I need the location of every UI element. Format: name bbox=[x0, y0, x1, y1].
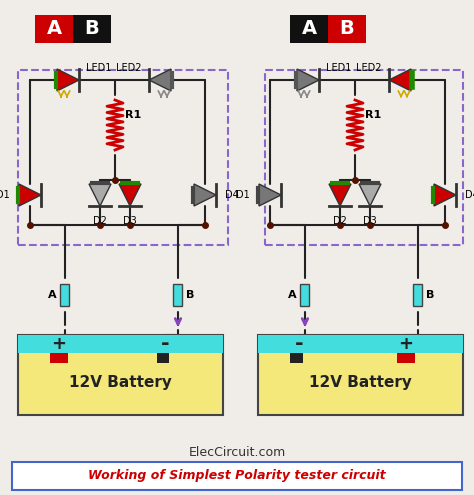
Text: A: A bbox=[301, 19, 317, 39]
Text: D2: D2 bbox=[93, 216, 107, 226]
Bar bbox=[397, 352, 415, 363]
Polygon shape bbox=[297, 69, 319, 91]
Polygon shape bbox=[57, 69, 79, 91]
Text: 12V Battery: 12V Battery bbox=[69, 376, 172, 391]
Text: ElecCircuit.com: ElecCircuit.com bbox=[188, 446, 286, 458]
Bar bbox=[18, 335, 223, 352]
Bar bbox=[290, 15, 328, 43]
Text: -: - bbox=[161, 334, 170, 354]
Text: -: - bbox=[295, 334, 303, 354]
Text: D1: D1 bbox=[236, 190, 250, 200]
Text: D1: D1 bbox=[0, 190, 10, 200]
Bar bbox=[258, 335, 463, 352]
Text: LED2: LED2 bbox=[117, 63, 142, 73]
Bar bbox=[301, 284, 310, 306]
Bar bbox=[413, 284, 422, 306]
Text: B: B bbox=[186, 290, 194, 300]
Bar bbox=[328, 15, 366, 43]
Text: A: A bbox=[46, 19, 62, 39]
Bar bbox=[35, 15, 73, 43]
Bar bbox=[156, 352, 169, 363]
Polygon shape bbox=[434, 184, 456, 206]
Text: B: B bbox=[85, 19, 100, 39]
Text: D3: D3 bbox=[363, 216, 377, 226]
Polygon shape bbox=[259, 184, 281, 206]
Bar bbox=[61, 284, 70, 306]
Bar bbox=[12, 462, 462, 490]
Bar bbox=[18, 335, 223, 415]
Text: LED1: LED1 bbox=[86, 63, 111, 73]
Text: LED1: LED1 bbox=[326, 63, 351, 73]
Polygon shape bbox=[389, 69, 411, 91]
Text: +: + bbox=[52, 335, 66, 353]
Bar bbox=[18, 70, 228, 245]
Polygon shape bbox=[329, 184, 351, 206]
Text: LED2: LED2 bbox=[356, 63, 382, 73]
Text: 12V Battery: 12V Battery bbox=[309, 376, 412, 391]
Bar bbox=[173, 284, 182, 306]
Polygon shape bbox=[359, 184, 381, 206]
Text: D3: D3 bbox=[123, 216, 137, 226]
Text: Working of Simplest Polarity tester circuit: Working of Simplest Polarity tester circ… bbox=[88, 469, 386, 483]
Polygon shape bbox=[89, 184, 111, 206]
Text: D2: D2 bbox=[333, 216, 347, 226]
Text: +: + bbox=[398, 335, 413, 353]
Bar bbox=[50, 352, 68, 363]
Polygon shape bbox=[119, 184, 141, 206]
Bar bbox=[265, 70, 463, 245]
Bar bbox=[73, 15, 111, 43]
Text: D4: D4 bbox=[225, 190, 239, 200]
Text: A: A bbox=[48, 290, 57, 300]
Polygon shape bbox=[19, 184, 41, 206]
Bar bbox=[258, 335, 463, 415]
Polygon shape bbox=[194, 184, 216, 206]
Text: B: B bbox=[340, 19, 355, 39]
Text: R1: R1 bbox=[365, 110, 381, 120]
Text: A: A bbox=[288, 290, 297, 300]
Text: R1: R1 bbox=[125, 110, 141, 120]
Text: B: B bbox=[426, 290, 434, 300]
Text: D4: D4 bbox=[465, 190, 474, 200]
Polygon shape bbox=[149, 69, 171, 91]
Bar bbox=[290, 352, 302, 363]
